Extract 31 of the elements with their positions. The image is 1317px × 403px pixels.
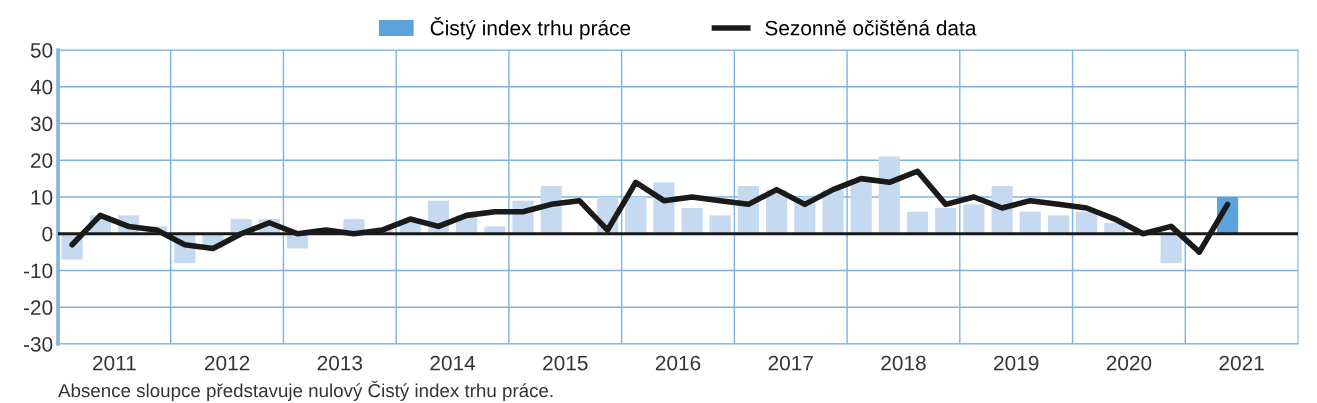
- bar: [935, 208, 957, 234]
- x-tick-label: 2020: [1106, 355, 1152, 371]
- y-tick-label: 0: [42, 226, 53, 242]
- bar: [1160, 233, 1182, 264]
- bar: [963, 204, 985, 234]
- y-tick-label: 50: [30, 43, 53, 58]
- y-tick-label: 20: [31, 153, 53, 168]
- x-tick-label: 2017: [768, 355, 813, 371]
- x-tick-label: 2019: [994, 355, 1039, 371]
- x-tick-label: 2015: [543, 355, 588, 371]
- text: Absence sloupce představuje nulový Čistý index trhu práce.: [58, 380, 553, 401]
- x-tick-label: 2011: [93, 355, 136, 371]
- y-tick-label: 40: [30, 79, 53, 95]
- y-tick-label: -20: [23, 300, 53, 315]
- y-tick-label: 30: [30, 116, 53, 132]
- bar: [625, 197, 647, 234]
- bar: [850, 182, 872, 234]
- x-tick-label: 2021: [1219, 355, 1264, 371]
- legend-label: Čistý index trhu práce: [430, 17, 631, 40]
- y-tick-label: -30: [23, 337, 53, 352]
- x-tick-label: 2018: [881, 355, 926, 371]
- x-tick-label: 2014: [430, 355, 476, 371]
- x-tick-label: 2013: [317, 355, 363, 371]
- x-tick-label: 2012: [204, 355, 250, 371]
- x-tick-label: 2016: [655, 355, 701, 371]
- legend-label: Sezonně očištěná data: [765, 19, 977, 36]
- bar: [681, 208, 703, 234]
- bar: [906, 211, 929, 234]
- y-tick-label: -10: [23, 263, 53, 279]
- bar: [1019, 211, 1041, 234]
- y-tick-label: 10: [31, 190, 53, 205]
